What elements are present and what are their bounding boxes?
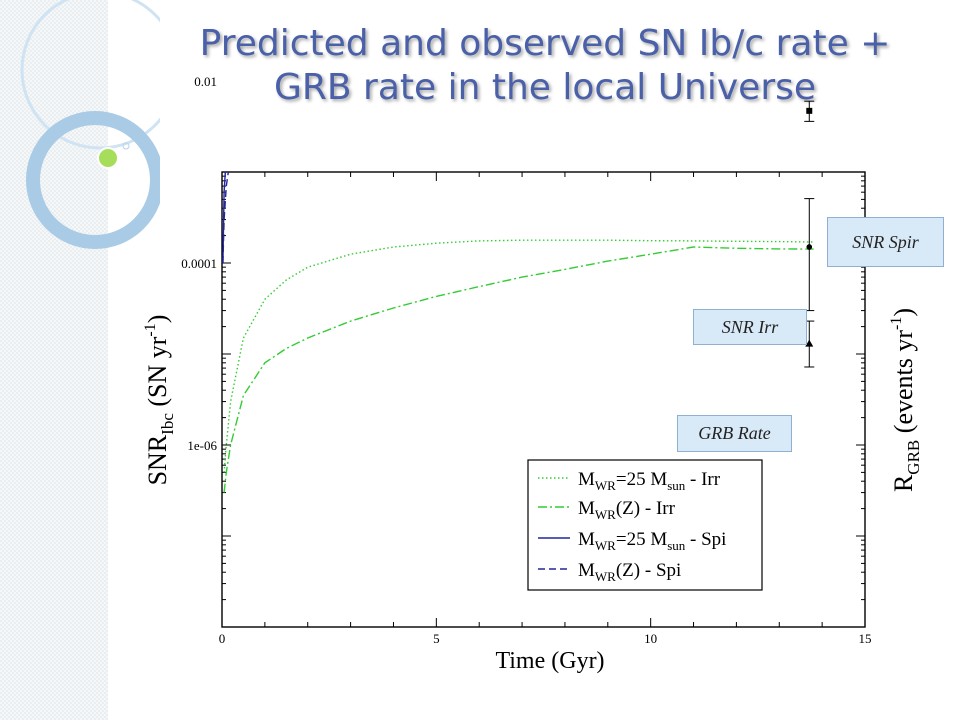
legend-entry-0: MWR=25 Msun - Irr [578, 469, 721, 493]
x-tick-label: 15 [859, 631, 872, 646]
slide-title: Predicted and observed SN Ib/c rate + GR… [150, 22, 940, 110]
y-axis-label: SNRIbc (SN yr-1) [142, 315, 177, 486]
decor-small-dot [122, 142, 130, 150]
svg-text:MWR=25 Msun - Spi: MWR=25 Msun - Spi [578, 529, 726, 553]
x-tick-label: 10 [644, 631, 657, 646]
y2-axis-label: RGRB (events yr-1) [888, 308, 923, 492]
legend-entry-2: MWR=25 Msun - Spi [578, 529, 726, 553]
svg-text:MWR(Z) - Irr: MWR(Z) - Irr [578, 498, 676, 522]
decor-ring-large [20, 0, 160, 150]
x-tick-label: 5 [433, 631, 440, 646]
y-tick-label: 1e-06 [187, 438, 217, 453]
series-line-0 [223, 239, 814, 473]
series-layer [222, 172, 814, 493]
slide-title-line-1: Predicted and observed SN Ib/c rate + [199, 23, 891, 64]
legend: MWR=25 Msun - Irr MWR(Z) - Irr MWR=25 Ms… [527, 459, 763, 591]
decor-green-dot [97, 147, 119, 169]
slide-title-line-2: GRB rate in the local Universe [273, 67, 817, 108]
series-line-2 [222, 172, 227, 264]
x-axis-label: Time (Gyr) [495, 648, 604, 674]
callout-grb-rate: GRB Rate [677, 415, 792, 452]
callout-snr-irr: SNR Irr [693, 309, 807, 345]
svg-text:MWR(Z) - Spi: MWR(Z) - Spi [578, 560, 681, 584]
callout-snr-spir: SNR Spir [827, 217, 944, 267]
decor-ring-thick [26, 111, 160, 249]
legend-box [527, 459, 763, 591]
observed-marker-square [806, 107, 813, 114]
y-tick-label: 0.0001 [181, 256, 217, 271]
legend-entry-3: MWR(Z) - Spi [578, 560, 681, 584]
legend-entry-1: MWR(Z) - Irr [578, 498, 676, 522]
svg-text:MWR=25 Msun - Irr: MWR=25 Msun - Irr [578, 469, 721, 493]
plot-frame [221, 171, 866, 628]
observed-points-layer [804, 100, 815, 368]
series-line-3 [222, 172, 230, 264]
observed-marker-triangle [805, 339, 814, 347]
decorative-circles [20, 0, 160, 249]
legend-swatches [538, 477, 570, 570]
observed-marker-circle [806, 244, 813, 250]
svg-text:RGRB (events yr-1): RGRB (events yr-1) [888, 308, 923, 492]
axis-tick-labels: 0 5 10 15 1e-06 0.0001 0.01 [181, 74, 871, 646]
x-tick-label: 0 [219, 631, 226, 646]
axis-ticks [221, 172, 866, 628]
y-tick-label: 0.01 [194, 74, 217, 89]
series-line-1 [223, 246, 814, 493]
svg-text:SNRIbc (SN yr-1): SNRIbc (SN yr-1) [142, 315, 177, 486]
